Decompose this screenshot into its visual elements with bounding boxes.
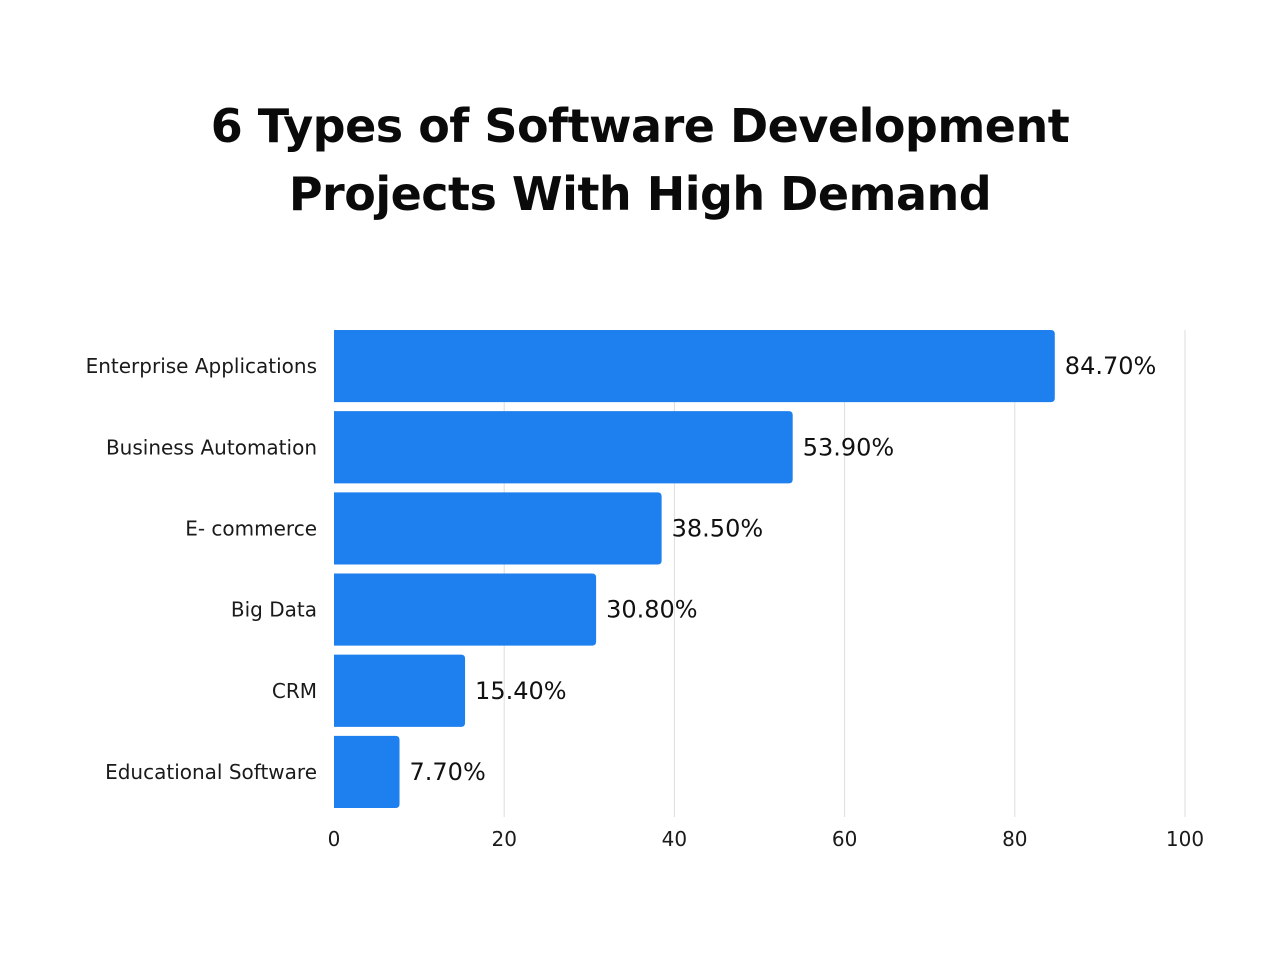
category-label: CRM <box>272 679 317 703</box>
chart-title-line-1: 6 Types of Software Development <box>210 99 1070 153</box>
chart-title: 6 Types of Software Development Projects… <box>0 92 1280 228</box>
bar-1 <box>334 330 1055 403</box>
category-label: Enterprise Applications <box>86 354 317 378</box>
value-label: 7.70% <box>410 758 486 786</box>
category-label: Big Data <box>231 598 317 622</box>
chart-title-line-2: Projects With High Demand <box>288 167 992 221</box>
category-label: E- commerce <box>185 516 317 540</box>
value-label: 30.80% <box>606 596 698 624</box>
bar-4 <box>334 573 597 646</box>
value-label: 53.90% <box>803 433 895 461</box>
x-tick-label: 40 <box>662 827 687 851</box>
x-axis-tick-labels: 0 20 40 60 80 100 <box>328 827 1204 851</box>
x-tick-label: 60 <box>832 827 857 851</box>
bar-6 <box>334 735 400 808</box>
x-tick-label: 0 <box>328 827 341 851</box>
bar-3 <box>334 492 662 565</box>
value-label: 84.70% <box>1065 352 1157 380</box>
category-label: Business Automation <box>106 435 317 459</box>
bar-2 <box>334 411 793 484</box>
value-label: 38.50% <box>672 514 764 542</box>
value-labels: 84.70% 53.90% 38.50% 30.80% 15.40% 7.70% <box>410 352 1157 786</box>
category-label: Educational Software <box>105 760 317 784</box>
x-tick-label: 20 <box>491 827 516 851</box>
bars <box>334 330 1055 808</box>
bar-5 <box>334 654 466 727</box>
x-tick-label: 100 <box>1166 827 1204 851</box>
value-label: 15.40% <box>475 677 567 705</box>
x-tick-label: 80 <box>1002 827 1027 851</box>
gridlines <box>503 330 1186 817</box>
category-labels: Enterprise Applications Business Automati… <box>86 354 317 784</box>
